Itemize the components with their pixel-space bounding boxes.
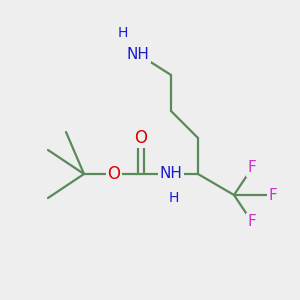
Text: F: F (248, 214, 256, 230)
Text: H: H (118, 26, 128, 40)
Text: NH: NH (160, 167, 182, 182)
Text: NH: NH (127, 46, 149, 62)
Text: F: F (248, 160, 256, 175)
Text: O: O (134, 129, 148, 147)
Text: O: O (107, 165, 121, 183)
Text: H: H (169, 191, 179, 205)
Text: F: F (268, 188, 278, 202)
